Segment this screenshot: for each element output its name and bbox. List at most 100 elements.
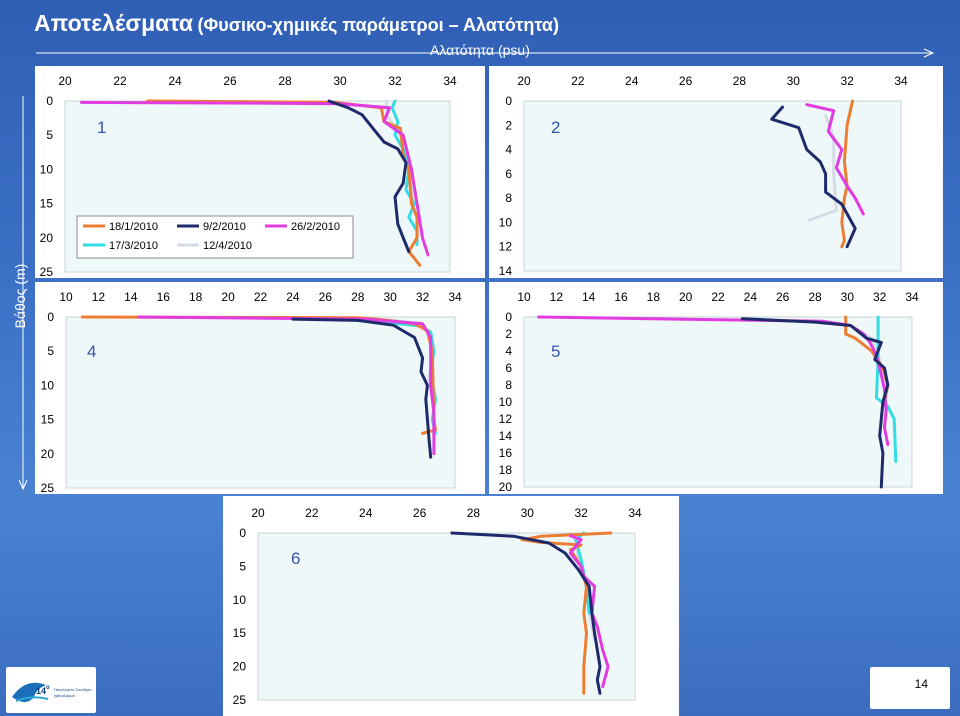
y-tick-label: 25	[233, 693, 247, 707]
legend-box	[76, 215, 354, 259]
x-tick-label: 14	[582, 290, 596, 304]
y-tick-label: 5	[47, 344, 54, 358]
x-tick-label: 26	[223, 74, 237, 88]
x-tick-label: 22	[305, 506, 319, 520]
slide-title: Αποτελέσματα (Φυσικο-χημικές παράμετροι …	[34, 10, 559, 37]
y-tick-label: 15	[233, 626, 247, 640]
station-label: 2	[551, 118, 560, 137]
y-tick-label: 0	[239, 526, 246, 540]
x-tick-label: 32	[574, 506, 588, 520]
page-number: 14	[914, 677, 928, 691]
x-tick-label: 16	[614, 290, 628, 304]
chart-svg: 10 12 14 16 18 20 22 24 26 28 30 32 3402468101214161…	[499, 290, 919, 494]
y-tick-label: 25	[40, 265, 54, 278]
y-tick-label: 12	[499, 240, 513, 254]
y-tick-label: 15	[41, 413, 55, 427]
y-tick-label: 4	[505, 344, 512, 358]
y-tick-label: 20	[233, 660, 247, 674]
x-tick-label: 26	[679, 74, 693, 88]
y-tick-label: 10	[499, 215, 513, 229]
x-tick-label: 12	[550, 290, 564, 304]
y-tick-label: 2	[505, 327, 512, 341]
x-tick-label: 32	[873, 290, 887, 304]
legend-label: 9/2/2010	[203, 221, 246, 233]
x-tick-label: 30	[521, 506, 535, 520]
series-line-26-2-2010	[80, 100, 430, 257]
x-tick-label: 34	[894, 74, 908, 88]
x-tick-label: 20	[517, 74, 531, 88]
y-tick-label: 16	[499, 446, 513, 460]
salinity-chart-station-6: 20 22 24 26 28 30 32 34 0 5 10 15 20 25 6	[223, 496, 679, 716]
x-tick-label: 20	[679, 290, 693, 304]
y-tick-label: 6	[505, 361, 512, 375]
y-tick-label: 14	[499, 264, 513, 278]
series-line-26-2-2010	[805, 103, 865, 216]
x-tick-label: 16	[157, 290, 171, 304]
x-tick-label: 26	[413, 506, 427, 520]
salinity-chart-station-4: 10 12 14 16 18 20 22 24 26 28 30 32 34 0 5 10 15 20 25 4	[35, 282, 485, 494]
x-tick-label: 22	[113, 74, 127, 88]
x-tick-label: 30	[787, 74, 801, 88]
salinity-chart-station-5: 10 12 14 16 18 20 22 24 26 28 30 32 34 0 2 4 6 8 10 12 14 16 1…	[489, 282, 943, 494]
x-tick-label: 20	[221, 290, 235, 304]
station-label: 1	[97, 118, 106, 137]
series-line-26-2-2010	[568, 534, 610, 689]
y-tick-label: 25	[41, 481, 55, 494]
series-line-12-4-2010	[807, 114, 838, 222]
chart-svg: 10 12 14 16 18 20 22 24 26 28 30 32 34 0 5 10 15 20 25 4	[41, 290, 462, 494]
chart-svg: 20 22 24 26 28 30 32 34 0 5 10 15 20 25 6	[233, 506, 642, 707]
x-tick-label: 34	[905, 290, 919, 304]
y-tick-label: 5	[239, 559, 246, 573]
y-tick-label: 0	[505, 94, 512, 108]
x-tick-label: 30	[333, 74, 347, 88]
legend-label: 12/4/2010	[203, 240, 252, 252]
x-tick-label: 14	[124, 290, 138, 304]
y-tick-label: 2	[505, 118, 512, 132]
x-tick-label: 20	[251, 506, 265, 520]
x-tick-label: 28	[808, 290, 822, 304]
station-label: 6	[291, 549, 300, 568]
x-tick-label: 28	[351, 290, 365, 304]
y-tick-label: 20	[41, 447, 55, 461]
series-line-18-1-2010	[840, 99, 854, 249]
x-tick-label: 10	[59, 290, 73, 304]
y-tick-label: 10	[41, 378, 55, 392]
y-tick-label: 0	[505, 310, 512, 324]
x-tick-label: 10	[517, 290, 531, 304]
x-tick-label: 18	[647, 290, 661, 304]
x-tick-label: 24	[286, 290, 300, 304]
x-tick-label: 20	[58, 74, 72, 88]
station-label: 4	[87, 342, 96, 361]
logo-line-2: Ιχθυολόγων	[54, 693, 75, 698]
station-label: 5	[551, 342, 560, 361]
x-tick-label: 34	[448, 290, 462, 304]
plot-area	[523, 100, 902, 272]
x-tick-label: 32	[416, 290, 430, 304]
y-tick-label: 20	[40, 231, 54, 245]
y-tick-label: 20	[499, 480, 513, 494]
series-line-9-2-2010	[770, 105, 857, 249]
series-line-9-2-2010	[450, 531, 602, 695]
x-tick-label: 26	[319, 290, 333, 304]
y-tick-label: 14	[499, 429, 513, 443]
salinity-chart-station-1: 20 22 24 26 28 30 32 34 0 5 10 15 20 25 1 18/1/2010 9/2/…	[35, 66, 485, 278]
legend-label: 26/2/2010	[291, 221, 340, 233]
x-tick-label: 22	[254, 290, 268, 304]
x-tick-label: 24	[168, 74, 182, 88]
legend: 18/1/2010 9/2/2010 26/2/2010 17/3/2010 12/4/…	[76, 215, 354, 259]
x-tick-label: 28	[733, 74, 747, 88]
x-tick-label: 26	[776, 290, 790, 304]
legend-label: 18/1/2010	[109, 221, 158, 233]
series-line-9-2-2010	[327, 99, 411, 253]
x-tick-label: 34	[628, 506, 642, 520]
y-tick-label: 6	[505, 167, 512, 181]
x-tick-label: 22	[571, 74, 585, 88]
y-tick-label: 4	[505, 143, 512, 157]
series-line-9-2-2010	[291, 317, 433, 459]
y-tick-label: 0	[46, 94, 53, 108]
y-tick-label: 10	[40, 162, 54, 176]
title-main: Αποτελέσματα	[34, 10, 194, 36]
plot-area	[523, 316, 913, 488]
x-tick-label: 34	[443, 74, 457, 88]
